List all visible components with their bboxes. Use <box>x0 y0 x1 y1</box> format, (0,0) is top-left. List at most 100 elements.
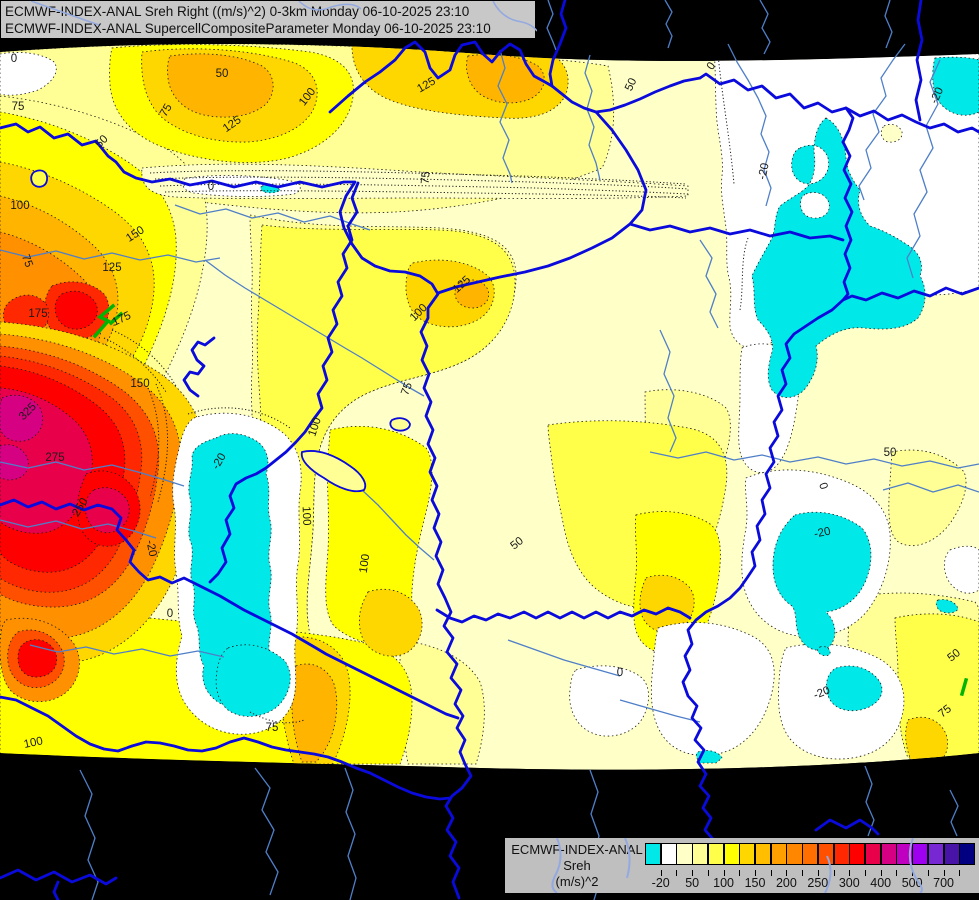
legend-tick <box>943 870 945 876</box>
legend-color-cell <box>880 843 897 865</box>
contour-fill-region <box>569 665 649 737</box>
contour-label: 50 <box>216 68 229 80</box>
contour-label: 100 <box>10 200 29 212</box>
country-border <box>435 606 692 624</box>
legend-parameter: Sreh <box>563 858 591 873</box>
contour-fill-region <box>880 124 903 143</box>
river <box>204 259 425 397</box>
country-border <box>698 72 855 144</box>
legend-color-cell <box>802 843 819 865</box>
country-border <box>52 880 60 900</box>
contour-label: 75 <box>158 102 175 119</box>
contour-fill-region <box>85 487 130 534</box>
country-border <box>914 0 924 122</box>
contour-fill-region <box>466 54 545 104</box>
river <box>727 43 772 207</box>
map-data-area <box>0 43 979 770</box>
country-border <box>328 40 702 114</box>
country-border <box>548 0 568 88</box>
contour-fill-region <box>0 52 57 96</box>
storm-marker-icon <box>959 677 969 697</box>
contour-stipple-line <box>187 407 291 429</box>
storm-marker-icon <box>92 303 116 339</box>
contour-label: 0 <box>816 481 829 491</box>
contour-fill-region <box>888 449 967 547</box>
river <box>864 765 875 837</box>
legend-tick <box>959 870 961 876</box>
legend-tick <box>723 870 725 876</box>
river <box>0 519 157 539</box>
river <box>649 451 979 469</box>
legend-tick <box>707 870 709 876</box>
contour-fill-region <box>932 56 979 116</box>
contour-label: 100 <box>306 416 323 438</box>
contour-stipple-line <box>154 176 689 190</box>
river <box>361 489 435 561</box>
legend-tick <box>896 870 898 876</box>
legend-color-cell <box>817 843 835 865</box>
legend-color-cell <box>896 843 913 865</box>
river <box>858 43 906 201</box>
contour-fill-region <box>826 665 883 712</box>
country-border <box>841 286 979 302</box>
river <box>664 0 673 49</box>
legend-tick <box>770 870 772 876</box>
legend-tick-label: 400 <box>870 876 892 890</box>
legend-color-cell <box>943 843 960 865</box>
legend-color-cell <box>707 843 725 865</box>
river <box>759 0 771 55</box>
legend-color-cell <box>739 843 756 865</box>
contour-label: 75 <box>399 381 415 397</box>
legend-tick <box>927 870 929 876</box>
river <box>699 239 719 329</box>
river <box>254 767 279 896</box>
legend-tick <box>755 870 756 876</box>
river <box>882 482 979 493</box>
contour-fill-region <box>751 117 926 398</box>
legend-tick <box>739 870 741 876</box>
contour-fill-region <box>944 545 979 594</box>
river <box>884 0 893 49</box>
contour-fill-region <box>650 622 775 756</box>
legend-tick <box>833 870 835 876</box>
contour-label: 175 <box>28 308 47 320</box>
river <box>174 204 371 231</box>
legend-tick <box>692 870 694 876</box>
country-border <box>628 222 845 242</box>
legend-color-cell <box>660 843 677 865</box>
contour-fill-region <box>454 279 490 309</box>
legend-tick-label: 300 <box>838 876 860 890</box>
legend-color-cell <box>786 843 803 865</box>
legend-tick <box>817 870 819 876</box>
contour-stipple-line <box>149 170 687 185</box>
river <box>906 59 941 279</box>
contour-fill-region <box>817 646 831 657</box>
legend-color-cell <box>959 843 976 865</box>
contour-fill-region <box>215 644 291 717</box>
contour-stipple-line <box>103 337 167 393</box>
contour-fill-region <box>167 53 274 118</box>
contour-label: 0 <box>11 53 17 65</box>
contour-stipple-line <box>249 711 305 724</box>
contour-fill-region <box>17 639 58 678</box>
river <box>619 699 701 723</box>
country-border <box>208 181 360 584</box>
contour-label: 125 <box>102 262 121 274</box>
legend-tick <box>676 870 678 876</box>
contour-label: 75 <box>266 722 279 734</box>
legend-text-block: ECMWF-INDEX-ANAL Sreh (m/s)^2 <box>511 842 643 890</box>
country-border <box>0 695 452 801</box>
contour-stipple-line <box>717 53 735 185</box>
country-border <box>814 818 880 836</box>
contour-label: 275 <box>45 452 64 464</box>
title-line-2: ECMWF-INDEX-ANAL SupercellCompositeParam… <box>5 21 491 36</box>
contour-label: 100 <box>358 553 373 574</box>
lake-neusiedl <box>30 169 48 188</box>
legend-tick <box>786 870 788 876</box>
river <box>29 644 225 658</box>
contour-label: 150 <box>130 378 149 390</box>
legend-color-cell <box>723 843 740 865</box>
contour-fill-region <box>0 444 29 481</box>
legend-color-cell <box>692 843 709 865</box>
